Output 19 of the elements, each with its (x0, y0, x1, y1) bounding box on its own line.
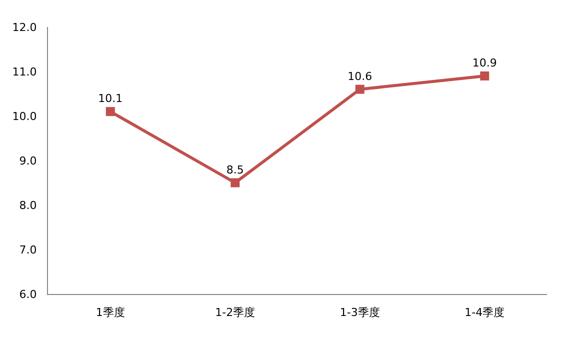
x-tick-label: 1季度 (96, 306, 125, 320)
x-tick-label: 1-2季度 (215, 306, 256, 320)
y-tick-label: 9.0 (19, 154, 37, 168)
y-tick-label: 11.0 (12, 65, 37, 78)
point (355, 84, 364, 94)
y-tick-label: 6.0 (19, 288, 37, 301)
data-label: 10.9 (472, 56, 497, 70)
y-tick-label: 12.0 (12, 20, 37, 34)
y-tick-label: 7.0 (19, 243, 37, 256)
point (106, 107, 115, 116)
y-tick-label: 10.0 (12, 110, 37, 123)
x-tick-label: 1-4季度 (464, 306, 505, 320)
point (230, 178, 240, 188)
y-tick-label: 8.0 (19, 198, 37, 212)
data-label: 8.5 (226, 163, 244, 176)
data-label: 10.1 (98, 92, 123, 106)
x-tick-label: 1-3季度 (340, 306, 380, 320)
point (480, 71, 490, 80)
data-label: 10.6 (348, 70, 372, 83)
